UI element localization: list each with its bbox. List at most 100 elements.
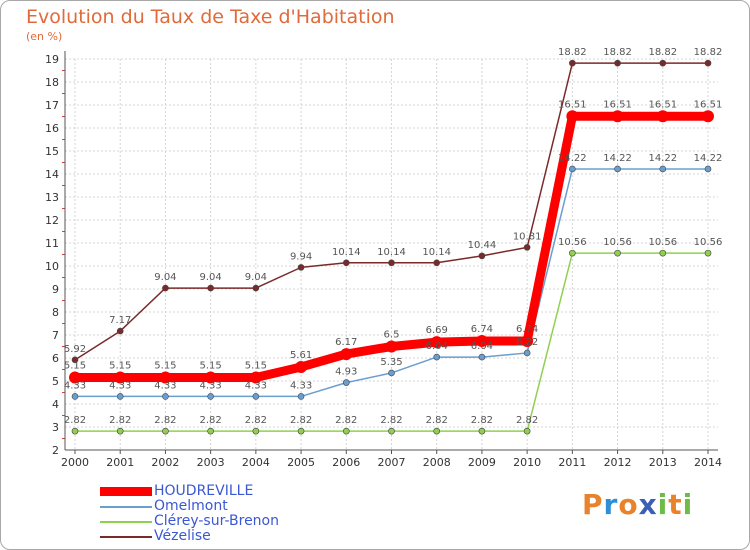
data-label: 2.82 <box>245 415 267 426</box>
data-label: 18.82 <box>694 47 723 58</box>
data-label: 5.35 <box>380 357 402 368</box>
x-tick-label: 2001 <box>106 456 134 469</box>
data-label: 16.51 <box>603 99 632 110</box>
data-label: 10.44 <box>468 240 497 251</box>
data-label: 14.22 <box>694 153 723 164</box>
series-point <box>114 371 127 384</box>
data-label: 10.14 <box>377 247 406 258</box>
x-tick-label: 2008 <box>423 456 451 469</box>
series-point <box>340 348 353 361</box>
series-point <box>704 59 712 67</box>
legend-swatch <box>100 521 152 523</box>
grid-lines <box>65 58 718 451</box>
data-label: 5.15 <box>64 361 86 372</box>
series-point <box>569 249 576 257</box>
data-label: 10.56 <box>603 237 632 248</box>
data-label: 4.33 <box>64 380 86 391</box>
data-label: 4.33 <box>109 380 131 391</box>
line-chart: 2 3 4 5 6 7 8 9 10 11 12 13 14 15 16 17 18 19 2000 2001 2002… <box>45 47 723 469</box>
data-label: 14.22 <box>558 153 587 164</box>
data-label: 2.82 <box>380 415 402 426</box>
series-point <box>656 110 669 123</box>
x-tick-label: 2011 <box>558 456 586 469</box>
series-point <box>342 427 350 435</box>
legend-swatch <box>100 487 152 496</box>
series-point <box>71 356 79 364</box>
x-tick-label: 2000 <box>61 456 89 469</box>
data-label: 6.17 <box>335 337 357 348</box>
chart-title: Evolution du Taux de Taxe d'Habitation <box>26 6 395 28</box>
data-label: 2.82 <box>64 415 86 426</box>
y-tick-label: 8 <box>52 306 59 319</box>
y-tick-label: 2 <box>52 444 59 457</box>
data-label: 2.82 <box>200 415 222 426</box>
x-tick-label: 2002 <box>151 456 179 469</box>
series-point <box>204 371 217 384</box>
data-label: 10.56 <box>648 237 677 248</box>
series-point <box>478 427 486 435</box>
data-label: 6.5 <box>384 330 400 341</box>
data-label: 5.15 <box>245 361 267 372</box>
x-tick-label: 2014 <box>694 456 722 469</box>
series-point <box>566 110 579 123</box>
logo-letter: x <box>638 488 658 521</box>
data-label: 14.22 <box>603 153 632 164</box>
data-label: 9.04 <box>154 272 176 283</box>
data-label: 4.33 <box>245 380 267 391</box>
legend-label: Clérey-sur-Brenon <box>154 513 279 529</box>
data-label: 14.22 <box>648 153 677 164</box>
series-point <box>116 393 124 400</box>
series-point <box>523 244 531 251</box>
series-point <box>433 353 441 361</box>
data-label: 9.94 <box>290 251 312 262</box>
series-point <box>388 369 395 377</box>
series-point <box>116 427 124 435</box>
y-tick-label: 5 <box>52 375 59 388</box>
data-label: 9.04 <box>200 272 222 283</box>
series-point <box>521 334 534 347</box>
series-point <box>704 165 712 173</box>
data-label: 2.82 <box>426 415 448 426</box>
series-point <box>659 249 667 257</box>
data-label: 5.15 <box>200 361 222 372</box>
logo-letter: i <box>682 488 694 521</box>
y-tick-label: 12 <box>45 214 59 227</box>
series-point <box>252 284 260 292</box>
data-label: 6.74 <box>516 324 538 335</box>
data-label: 2.82 <box>109 415 131 426</box>
data-label: 6.04 <box>426 341 448 352</box>
series-point <box>569 165 576 173</box>
data-label: 2.82 <box>516 415 538 426</box>
series-point <box>611 110 624 123</box>
data-label: 10.81 <box>513 231 542 242</box>
y-tick-label: 10 <box>45 260 59 273</box>
x-tick-label: 2007 <box>378 456 406 469</box>
legend-swatch <box>100 536 152 538</box>
legend-label: Vézelise <box>154 528 211 544</box>
series-point <box>342 379 350 386</box>
data-label: 2.82 <box>290 415 312 426</box>
data-label: 6.69 <box>426 325 448 336</box>
data-label: 6.22 <box>516 337 538 348</box>
series-point <box>478 252 486 260</box>
data-label: 5.61 <box>290 350 312 361</box>
series-point <box>433 427 441 435</box>
y-tick-label: 19 <box>45 53 59 66</box>
series-point <box>207 427 214 435</box>
y-tick-label: 6 <box>52 352 59 365</box>
data-label: 10.56 <box>558 237 587 248</box>
series-point <box>162 284 169 292</box>
data-label: 4.93 <box>335 367 357 378</box>
logo-letter: i <box>657 488 669 521</box>
data-label: 4.33 <box>290 380 312 391</box>
y-tick-label: 18 <box>45 76 59 89</box>
series-point <box>659 165 667 173</box>
series-point <box>388 427 395 435</box>
data-label: 10.56 <box>694 237 723 248</box>
y-tick-label: 13 <box>45 191 59 204</box>
data-label: 10.14 <box>332 247 361 258</box>
series-point <box>69 371 81 384</box>
data-label: 16.51 <box>558 99 587 110</box>
series-layer <box>69 59 714 435</box>
series-point <box>342 259 350 267</box>
